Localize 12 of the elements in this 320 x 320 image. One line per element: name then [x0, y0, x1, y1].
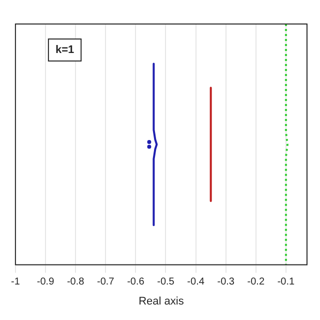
x-axis-title: Real axis [138, 295, 184, 308]
x-tick-label: -0.7 [97, 276, 115, 288]
x-tick-label: -1 [10, 276, 20, 288]
x-tick-label: -0.4 [187, 276, 205, 288]
x-tick-label: -0.6 [127, 276, 145, 288]
x-tick-label: -0.5 [157, 276, 175, 288]
annotation: k=1 [55, 44, 74, 56]
x-tick-label: -0.1 [277, 276, 296, 288]
x-tick-label: -0.8 [66, 276, 85, 288]
x-tick-label: -0.9 [36, 276, 55, 288]
x-tick-label: -0.3 [217, 276, 235, 288]
x-tick-label: -0.2 [247, 276, 265, 288]
